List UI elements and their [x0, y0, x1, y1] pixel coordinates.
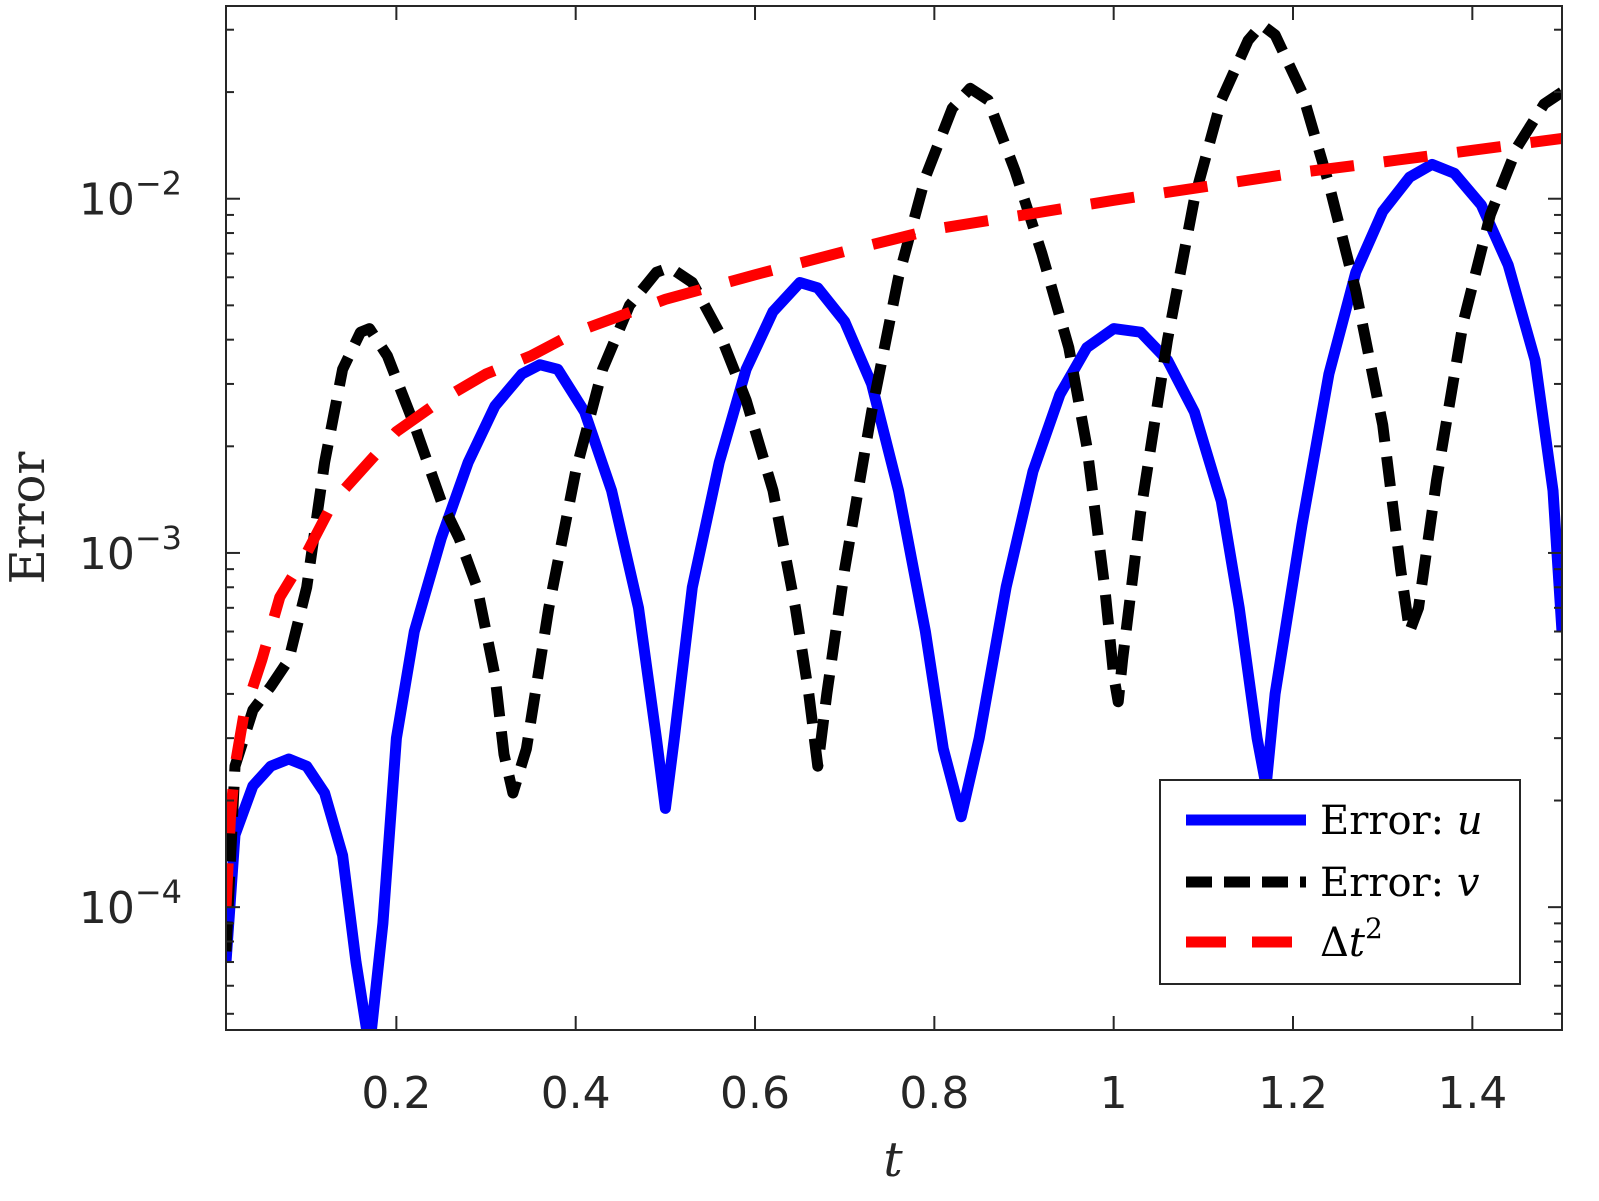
- legend-label-2: Δt2: [1320, 912, 1383, 966]
- x-tick-label: 1: [1100, 1068, 1128, 1119]
- x-tick-label: 0.8: [899, 1068, 969, 1119]
- legend-box: [1159, 779, 1521, 985]
- y-tick-label: 10−2: [79, 165, 182, 226]
- x-axis-title: t: [883, 1132, 903, 1188]
- x-tick-label: 0.4: [541, 1068, 611, 1119]
- y-tick-label: 10−3: [79, 519, 182, 580]
- legend-items: Error: u Error: v Δt2: [1186, 798, 1483, 966]
- series-line-0: [226, 158, 1562, 1030]
- x-tick-label: 0.2: [361, 1068, 431, 1119]
- tick-label-layer: 0.2 0.4 0.6 0.8 1 1.2 1.4 10−4 10−3 10−2: [79, 165, 1507, 1119]
- tick-layer: [226, 6, 1562, 1030]
- y-axis-title: Error: [0, 452, 56, 585]
- legend: Error: u Error: v Δt2: [1159, 779, 1521, 985]
- x-tick-label: 1.4: [1437, 1068, 1507, 1119]
- series-layer: [226, 19, 1562, 1030]
- legend-label-0: Error: u: [1320, 798, 1483, 844]
- legend-label-1: Error: v: [1320, 860, 1480, 906]
- plot-frame: [225, 5, 1563, 1031]
- x-tick-label: 0.6: [720, 1068, 790, 1119]
- series-line-2: [226, 132, 1562, 908]
- x-tick-label: 1.2: [1258, 1068, 1328, 1119]
- y-tick-label: 10−4: [79, 873, 182, 934]
